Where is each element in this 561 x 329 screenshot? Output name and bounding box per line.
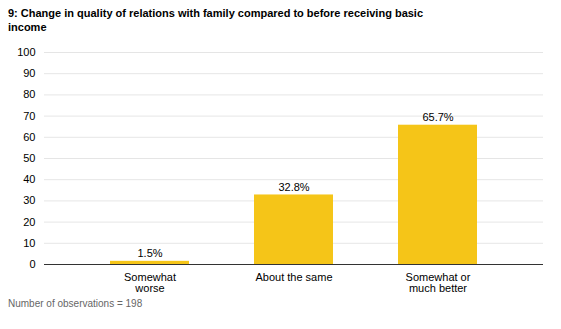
svg-text:40: 40 <box>23 173 35 185</box>
svg-text:1.5%: 1.5% <box>137 247 162 259</box>
svg-text:0: 0 <box>29 258 35 270</box>
svg-text:32.8%: 32.8% <box>278 181 309 193</box>
svg-text:About the same: About the same <box>255 271 332 283</box>
html-text:Number of observations = 198: Number of observations = 198 <box>8 298 143 309</box>
svg-text:80: 80 <box>23 88 35 100</box>
svg-text:50: 50 <box>23 152 35 164</box>
svg-text:90: 90 <box>23 67 35 79</box>
svg-text:Somewhat ormuch better: Somewhat ormuch better <box>406 271 471 294</box>
html-text:9: Change in quality of relati: 9: Change in quality of relations with f… <box>8 7 423 33</box>
svg-text:100: 100 <box>17 46 35 58</box>
svg-text:Somewhatworse: Somewhatworse <box>124 271 176 294</box>
svg-text:30: 30 <box>23 194 35 206</box>
svg-text:70: 70 <box>23 110 35 122</box>
svg-text:20: 20 <box>23 216 35 228</box>
svg-text:60: 60 <box>23 131 35 143</box>
svg-text:65.7%: 65.7% <box>422 111 453 123</box>
svg-text:10: 10 <box>23 237 35 249</box>
